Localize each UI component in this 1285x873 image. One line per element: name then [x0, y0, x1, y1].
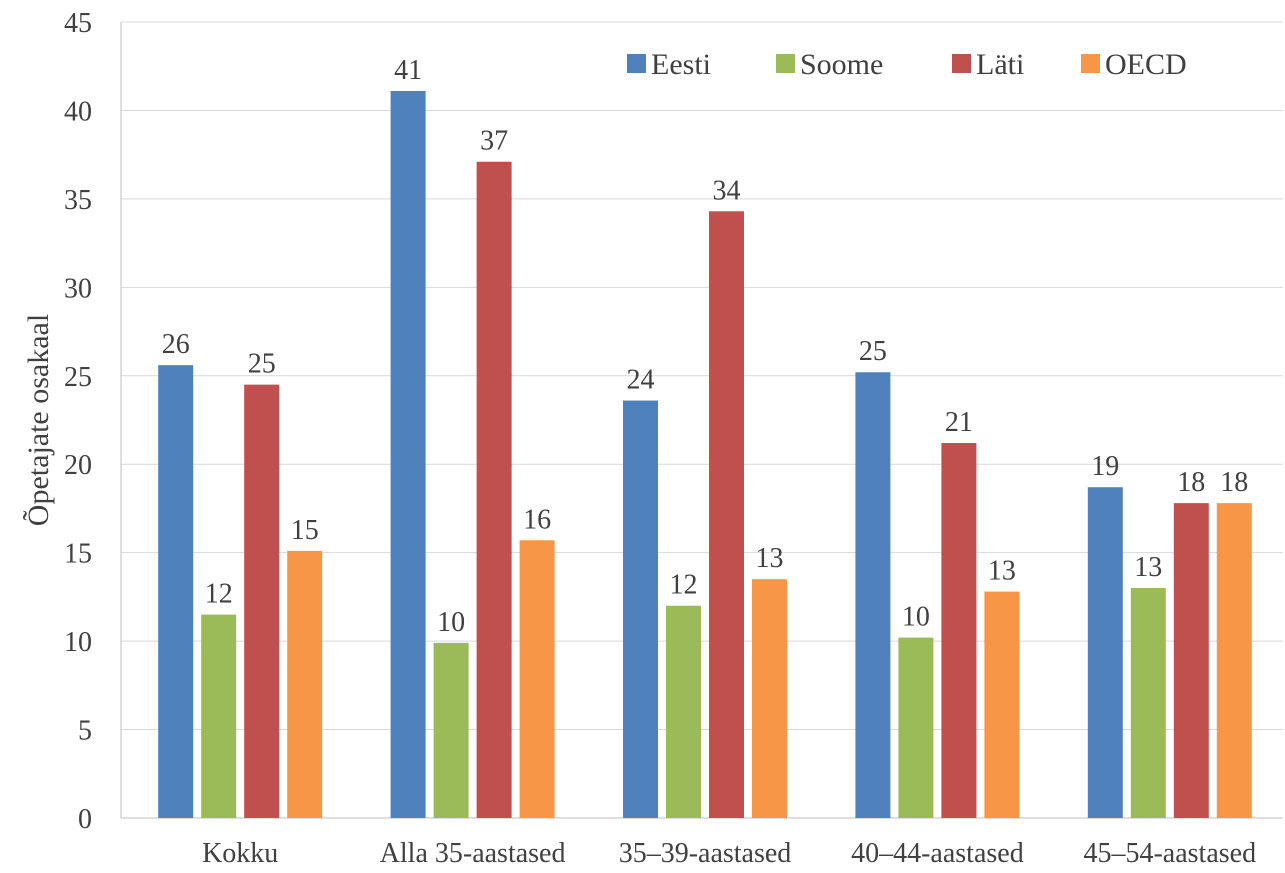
data-label: 26 [162, 329, 190, 360]
y-tick-label: 15 [64, 539, 92, 570]
data-label: 15 [291, 515, 319, 546]
data-label: 21 [945, 407, 973, 438]
data-label: 18 [1177, 467, 1205, 498]
y-tick-label: 40 [64, 96, 92, 127]
bar-eesti [158, 365, 194, 818]
bar-eesti [1087, 487, 1123, 818]
bar-soome [201, 614, 237, 818]
legend: Eesti Soome Läti OECD [627, 48, 1187, 81]
data-label: 10 [437, 607, 465, 638]
bar-oecd [752, 579, 787, 818]
x-tick-label: Alla 35-aastased [380, 838, 566, 869]
y-tick-label: 0 [78, 804, 92, 835]
y-tick-label: 45 [64, 8, 92, 39]
bar-läti [1173, 503, 1209, 818]
bar-soome [666, 605, 701, 818]
bar-läti [709, 211, 744, 818]
data-label: 34 [713, 175, 741, 206]
x-tick-label: Kokku [202, 838, 278, 869]
x-tick-label: 40–44-aastased [851, 838, 1024, 869]
y-tick-label: 25 [64, 362, 92, 393]
legend-label-eesti: Eesti [651, 48, 711, 81]
data-labels: 26 12 25 15 41 10 37 16 24 12 34 13 25 10 21 13 19 13 18 18 [162, 55, 1249, 638]
axes: 0 5 10 15 20 25 30 35 40 45 Kokku Alla 35-aastased 3… [64, 8, 1283, 869]
bar-soome [1130, 588, 1166, 818]
data-label: 13 [988, 556, 1016, 587]
data-label: 13 [756, 543, 784, 574]
legend-swatch-oecd [1081, 54, 1100, 73]
data-label: 12 [670, 570, 698, 601]
bar-oecd [519, 540, 555, 818]
data-label: 25 [248, 349, 276, 380]
bar-soome [433, 642, 469, 818]
y-tick-label: 5 [78, 716, 92, 747]
y-tick-label: 20 [64, 450, 92, 481]
bar-oecd [287, 550, 323, 818]
y-tick-label: 10 [64, 627, 92, 658]
legend-swatch-soome [776, 54, 795, 73]
data-label: 19 [1091, 451, 1119, 482]
legend-label-läti: Läti [976, 48, 1024, 81]
legend-label-soome: Soome [800, 48, 883, 81]
data-label: 24 [627, 365, 655, 396]
bar-eesti [855, 372, 891, 818]
legend-swatch-läti [952, 54, 971, 73]
bars [158, 90, 1252, 819]
bar-eesti [390, 90, 426, 818]
data-label: 13 [1134, 552, 1162, 583]
bar-oecd [984, 591, 1020, 818]
data-label: 10 [902, 602, 930, 633]
bar-oecd [1216, 503, 1252, 818]
data-label: 12 [205, 579, 233, 610]
legend-swatch-eesti [627, 54, 646, 73]
y-tick-label: 30 [64, 273, 92, 304]
bar-läti [476, 161, 512, 819]
x-tick-label: 35–39-aastased [619, 838, 792, 869]
y-tick-label: 35 [64, 185, 92, 216]
data-label: 16 [523, 504, 551, 535]
legend-label-oecd: OECD [1105, 48, 1187, 81]
data-label: 41 [394, 55, 422, 86]
data-label: 37 [480, 126, 508, 157]
bar-eesti [623, 400, 658, 818]
y-axis-title: Õpetajate osakaal [22, 314, 55, 526]
bar-soome [898, 637, 934, 818]
data-label: 25 [859, 336, 887, 367]
bar-läti [941, 442, 977, 818]
x-tick-label: 45–54-aastased [1083, 838, 1256, 869]
data-label: 18 [1220, 467, 1248, 498]
bar-läti [244, 384, 280, 818]
